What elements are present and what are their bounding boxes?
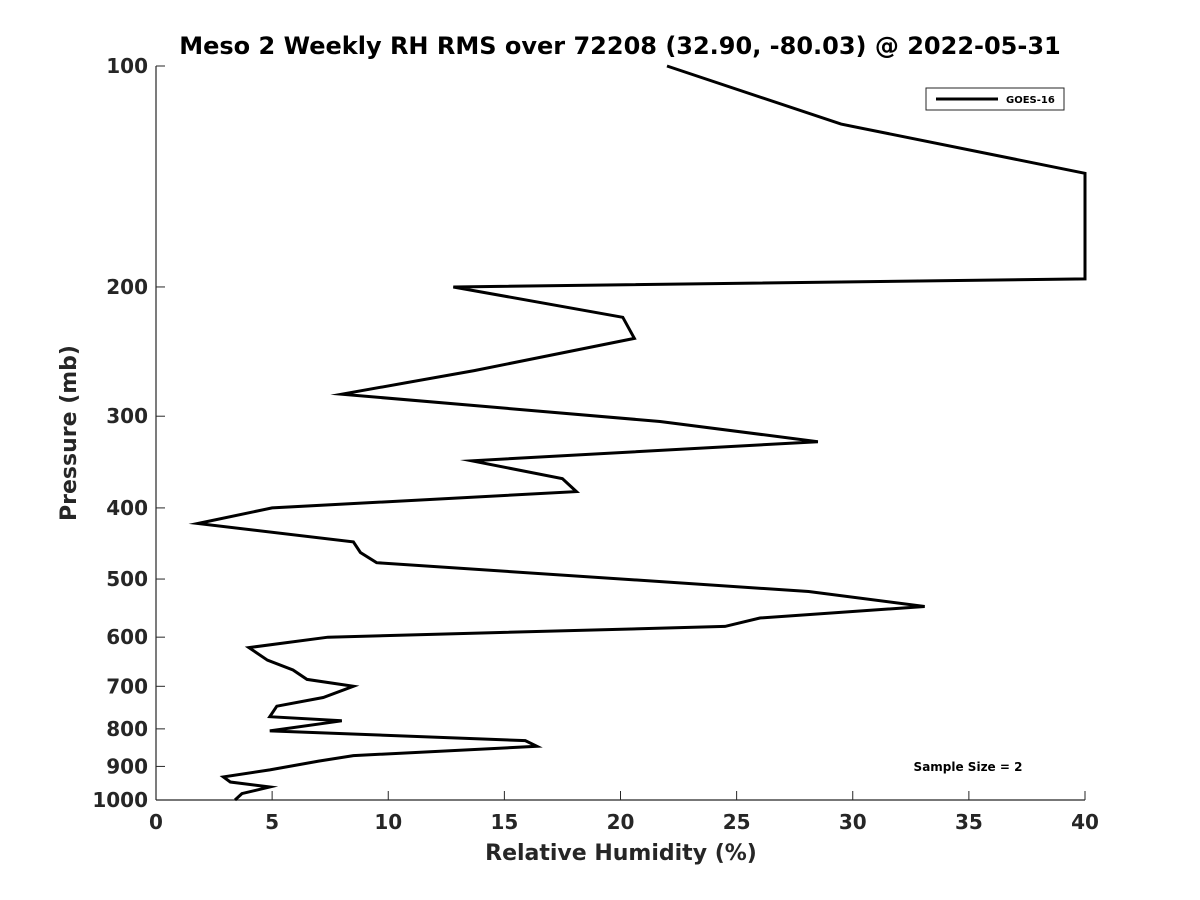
x-tick-label: 35: [955, 810, 983, 834]
x-tick-label: 10: [374, 810, 402, 834]
y-tick-label: 700: [106, 674, 148, 698]
y-tick-label: 100: [106, 54, 148, 78]
y-tick-label: 300: [106, 404, 148, 428]
x-axis-label: Relative Humidity (%): [485, 841, 757, 866]
y-tick-label: 200: [106, 275, 148, 299]
y-tick-label: 500: [106, 567, 148, 591]
x-tick-label: 15: [490, 810, 518, 834]
x-tick-label: 5: [265, 810, 279, 834]
x-tick-label: 40: [1071, 810, 1099, 834]
x-tick-label: 20: [607, 810, 635, 834]
legend-entry-goes-16: GOES-16: [1006, 95, 1055, 106]
series-layer: [188, 64, 1087, 802]
legend: GOES-16: [925, 87, 1065, 111]
sample-size-annotation: Sample Size = 2: [914, 760, 1023, 774]
chart-title: Meso 2 Weekly RH RMS over 72208 (32.90, …: [179, 32, 1061, 60]
series-line-goes-16: [188, 64, 1087, 802]
x-tick-label: 25: [723, 810, 751, 834]
x-tick-label: 30: [839, 810, 867, 834]
y-tick-label: 600: [106, 625, 148, 649]
y-tick-label: 800: [106, 717, 148, 741]
axes: 0 5 10 15 20 25 30 35 40 100 200 300 400 500 600 700 800…: [92, 54, 1099, 834]
y-tick-label: 900: [106, 754, 148, 778]
y-axis-label: Pressure (mb): [57, 345, 82, 521]
y-tick-label: 400: [106, 496, 148, 520]
x-tick-label: 0: [149, 810, 163, 834]
y-tick-label: 1000: [92, 788, 148, 812]
